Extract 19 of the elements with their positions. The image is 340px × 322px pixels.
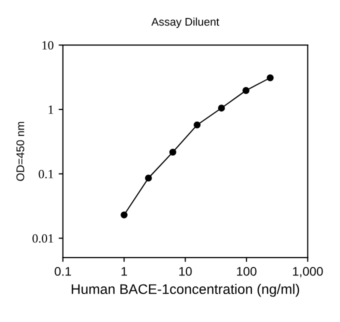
x-tick-label: 1,000 [293,266,323,278]
x-axis-title: Human BACE-1concentration (ng/ml) [72,284,300,297]
point [169,148,176,156]
x-tick-label: 0.1 [54,266,71,276]
chart-title: Assay Diluent [151,18,220,28]
y-tick-label: 1 [48,106,54,114]
point [120,211,128,218]
point [144,174,152,182]
point [266,74,274,82]
x-tick-label: 100 [237,266,256,276]
x-tick-label: 10 [179,266,192,276]
y-axis-title: OD=450 nm [16,122,24,181]
point [218,104,225,112]
y-tick-label: 0.01 [32,234,54,243]
point [194,121,201,128]
point [242,87,250,94]
y-tick-label: 0.1 [38,170,54,178]
x-tick-label: 1 [122,267,127,276]
y-tick-label: 10 [42,41,54,50]
